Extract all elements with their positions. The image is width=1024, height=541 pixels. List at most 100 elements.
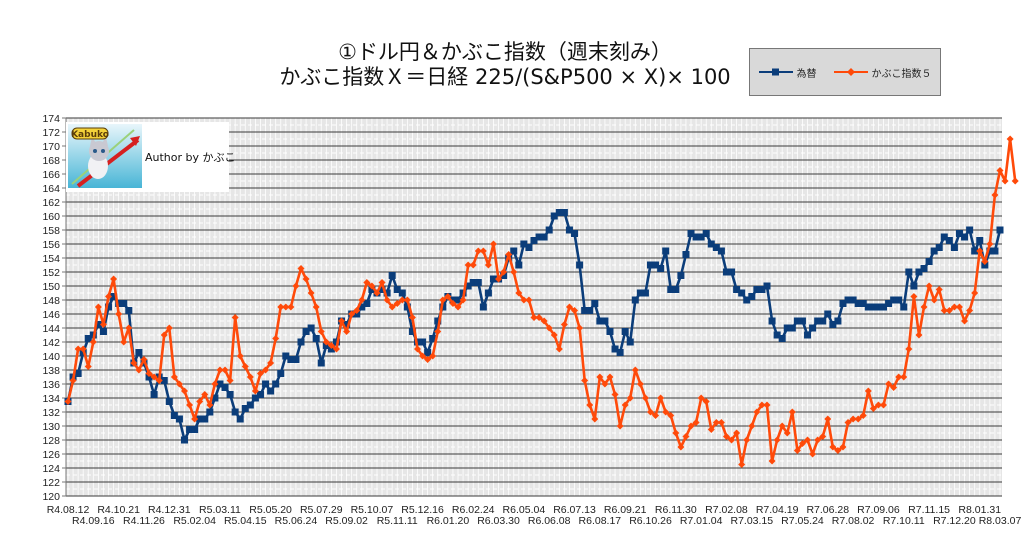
data-point: [560, 321, 568, 328]
data-point: [135, 366, 143, 374]
data-point: [110, 293, 118, 300]
data-point: [175, 380, 183, 388]
data-point: [378, 286, 386, 293]
data-point: [966, 307, 974, 314]
data-point: [576, 261, 584, 269]
data-point: [186, 426, 194, 433]
data-point: [515, 289, 523, 297]
data-point: [489, 275, 497, 283]
data-point: [950, 303, 958, 311]
data-point: [378, 279, 386, 286]
data-point: [140, 356, 148, 363]
data-point: [940, 307, 948, 314]
x-tick-label: R7.03.15: [730, 515, 773, 527]
data-point: [464, 282, 472, 290]
y-tick-label: 158: [42, 225, 60, 237]
data-point: [424, 349, 432, 356]
y-tick-label: 170: [42, 141, 60, 153]
x-tick-label: R4.11.26: [123, 515, 165, 527]
data-point: [657, 394, 665, 402]
data-point: [722, 268, 730, 276]
x-tick-label: R8.01.31: [958, 504, 1001, 516]
data-point: [292, 282, 300, 290]
data-point: [869, 303, 877, 311]
data-point: [839, 300, 847, 307]
data-point: [565, 303, 573, 311]
data-point: [667, 412, 675, 419]
data-point: [591, 415, 599, 423]
data-point: [505, 251, 513, 258]
data-point: [798, 317, 806, 325]
data-point: [216, 366, 224, 374]
data-point: [728, 436, 736, 444]
data-point: [459, 296, 467, 304]
legend-label-kabuko: かぶこ指数５: [871, 68, 932, 80]
data-point: [398, 296, 406, 304]
data-point: [489, 240, 497, 248]
data-point: [419, 352, 427, 360]
x-tick-label: R6.09.21: [604, 504, 647, 516]
data-point: [935, 286, 943, 293]
data-point: [474, 279, 482, 286]
data-point: [687, 230, 695, 237]
data-point: [120, 338, 128, 346]
data-point: [338, 317, 346, 325]
data-point: [996, 226, 1004, 234]
data-point: [900, 303, 908, 311]
data-point: [419, 338, 427, 346]
data-point: [272, 335, 280, 342]
data-point: [408, 328, 416, 335]
data-point: [439, 296, 447, 304]
data-point: [94, 321, 102, 328]
x-tick-label: R5.12.16: [401, 504, 444, 516]
data-point: [520, 296, 528, 304]
data-point: [383, 289, 391, 297]
data-point: [571, 307, 579, 314]
data-point: [94, 303, 102, 311]
data-point: [748, 293, 756, 300]
x-tick-label: R4.10.21: [97, 504, 140, 516]
data-point: [206, 408, 214, 416]
x-tick-label: R5.02.04: [173, 515, 216, 527]
data-point: [667, 286, 675, 293]
data-point: [626, 338, 634, 346]
y-tick-label: 134: [42, 393, 60, 405]
y-tick-label: 164: [42, 183, 60, 195]
data-point: [79, 345, 87, 353]
data-point: [824, 415, 832, 423]
data-point: [251, 394, 259, 402]
diamond-marker-icon: [833, 68, 868, 76]
data-point: [408, 314, 416, 321]
y-tick-label: 144: [42, 323, 60, 335]
data-point: [343, 328, 351, 335]
data-point: [915, 268, 923, 276]
data-point: [895, 296, 903, 304]
data-point: [971, 289, 979, 297]
x-tick-label: R7.01.04: [680, 515, 723, 527]
data-point: [251, 387, 259, 395]
data-point: [530, 237, 538, 244]
data-point: [763, 401, 771, 409]
data-point: [768, 457, 776, 465]
data-point: [444, 293, 452, 300]
data-point: [814, 317, 822, 325]
data-point: [596, 317, 604, 325]
data-point: [920, 265, 928, 272]
data-point: [277, 370, 285, 377]
y-axis: 120 122 124 126 128 130 132 134 136 138 140 142 144 1…: [42, 113, 67, 503]
data-point: [844, 419, 852, 426]
data-point: [672, 286, 680, 293]
data-point: [84, 363, 92, 370]
data-point: [535, 314, 543, 321]
data-point: [515, 261, 523, 269]
data-point: [165, 398, 173, 405]
data-point: [707, 240, 715, 248]
y-tick-label: 132: [42, 407, 60, 419]
data-point: [728, 268, 736, 276]
data-point: [520, 240, 528, 248]
data-point: [945, 307, 953, 314]
data-point: [510, 268, 518, 276]
data-point: [262, 380, 270, 388]
data-point: [221, 384, 229, 391]
legend-item-fx: 為替: [758, 65, 817, 80]
